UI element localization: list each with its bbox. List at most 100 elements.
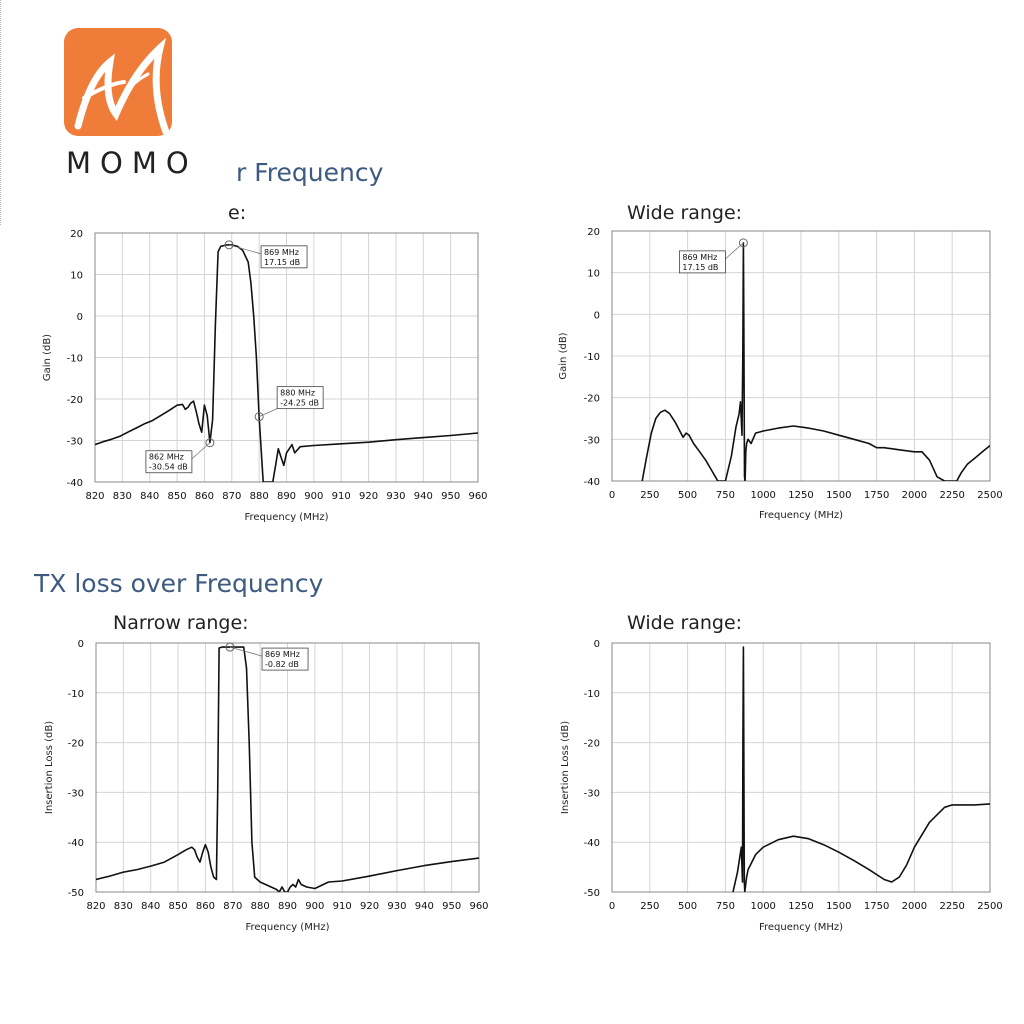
y-tick-label: 0	[594, 310, 600, 321]
marker-leader-line	[229, 646, 263, 657]
y-axis-title: Insertion Loss (dB)	[44, 721, 55, 814]
momo-logo-icon	[64, 28, 172, 136]
x-tick-label: 920	[359, 491, 378, 502]
y-tick-label: -20	[68, 739, 84, 750]
loss-narrow-chart: 820 830 840 850 860 870 880 890 900 910 920 930 940 9…	[44, 639, 489, 933]
y-tick-label: -50	[68, 888, 84, 899]
y-tick-label: -30	[584, 435, 600, 446]
tx-loss-narrow-range-label: Narrow range:	[113, 612, 249, 634]
m-letter-icon	[74, 37, 170, 136]
x-tick-label: 2250	[939, 901, 964, 912]
y-tick-label: 0	[594, 639, 600, 650]
x-tick-label: 1000	[750, 901, 775, 912]
y-axis-title: Gain (dB)	[42, 334, 53, 381]
x-tick-label: 960	[468, 491, 487, 502]
marker-label-box	[261, 647, 309, 671]
y-tick-label: -10	[584, 689, 600, 700]
y-tick-label: -30	[67, 437, 83, 448]
plot-frame	[611, 230, 991, 482]
gain-narrow-chart: 820 830 840 850 860 870 880 890 900 910 920 930 940 9…	[42, 229, 488, 523]
x-tick-label: 860	[196, 901, 215, 912]
series-line	[96, 646, 479, 892]
marker-frequency-label: 869 MHz	[264, 248, 299, 257]
x-tick-label: 920	[360, 901, 379, 912]
x-tick-label: 1250	[788, 490, 813, 501]
x-tick-label: 1000	[750, 490, 775, 501]
x-tick-label: 250	[640, 490, 659, 501]
x-tick-label: 820	[85, 491, 104, 502]
x-tick-label: 820	[86, 901, 105, 912]
y-tick-label: -10	[584, 352, 600, 363]
y-tick-label: 0	[78, 639, 84, 650]
x-tick-label: 2500	[977, 490, 1002, 501]
x-tick-label: 910	[333, 901, 352, 912]
x-tick-label: 840	[140, 491, 159, 502]
y-tick-label: -20	[584, 394, 600, 405]
x-tick-label: 1750	[864, 490, 889, 501]
x-tick-label: 2000	[902, 490, 927, 501]
x-tick-label: 250	[640, 901, 659, 912]
x-tick-label: 860	[195, 491, 214, 502]
y-tick-label: -30	[68, 788, 84, 799]
x-tick-label: 930	[387, 901, 406, 912]
x-tick-label: 870	[222, 491, 241, 502]
x-tick-label: 0	[609, 901, 615, 912]
x-tick-label: 890	[278, 901, 297, 912]
x-tick-label: 500	[678, 901, 697, 912]
marker-frequency-label: 869 MHz	[265, 650, 300, 659]
x-tick-label: 840	[141, 901, 160, 912]
y-tick-label: -50	[584, 888, 600, 899]
brand-name: MOMO	[66, 146, 198, 180]
marker-frequency-label: 862 MHz	[149, 453, 184, 462]
x-tick-label: 870	[223, 901, 242, 912]
x-tick-label: 1250	[788, 901, 813, 912]
marker-value-label: 17.15 dB	[682, 263, 718, 272]
marker-value-label: -0.82 dB	[265, 660, 299, 669]
gain-narrow-range-label: e:	[228, 202, 247, 224]
x-tick-label: 2000	[902, 901, 927, 912]
series-line	[641, 242, 990, 481]
margin-dotted-line	[0, 0, 2, 225]
marker-leader-line	[228, 244, 262, 255]
y-tick-label: -20	[584, 739, 600, 750]
marker-value-label: -24.25 dB	[280, 399, 319, 408]
marker-circle	[738, 238, 748, 248]
marker-value-label: 17.15 dB	[264, 258, 300, 267]
y-tick-label: -40	[584, 838, 600, 849]
plot-frame	[94, 232, 479, 483]
marker-value-label: -30.54 dB	[149, 463, 188, 472]
loss-wide-chart: 0 250 500 750 1000 1250 1500 1750 2000 2250 25000-…	[560, 639, 1003, 933]
x-tick-label: 0	[609, 490, 615, 501]
gain-section-title: r Frequency	[236, 158, 384, 187]
marker-leader-line	[191, 442, 211, 460]
x-tick-label: 2250	[939, 490, 964, 501]
x-tick-label: 900	[304, 491, 323, 502]
x-tick-label: 910	[332, 491, 351, 502]
y-tick-label: -40	[584, 477, 600, 488]
x-tick-label: 500	[678, 490, 697, 501]
x-tick-label: 950	[441, 491, 460, 502]
marker-circle	[224, 240, 234, 250]
y-tick-label: -30	[584, 788, 600, 799]
marker-circle	[205, 438, 215, 448]
y-tick-label: 10	[587, 269, 600, 280]
marker-circle	[225, 642, 235, 652]
marker-frequency-label: 869 MHz	[682, 253, 717, 262]
x-axis-title: Frequency (MHz)	[244, 512, 328, 523]
marker-circle	[254, 412, 264, 422]
x-tick-label: 830	[113, 491, 132, 502]
x-tick-label: 900	[305, 901, 324, 912]
y-tick-label: -40	[67, 478, 83, 489]
x-tick-label: 1500	[826, 490, 851, 501]
x-tick-label: 2500	[977, 901, 1002, 912]
x-tick-label: 950	[442, 901, 461, 912]
gain-wide-chart: 0 250 500 750 1000 1250 1500 1750 2000 2250 2500 20…	[558, 227, 1003, 521]
marker-label-box	[276, 386, 324, 410]
x-tick-label: 750	[716, 901, 735, 912]
x-tick-label: 880	[250, 491, 269, 502]
y-tick-label: 0	[77, 312, 83, 323]
marker-label-box	[678, 250, 726, 274]
x-tick-label: 850	[168, 491, 187, 502]
marker-label-box	[145, 450, 193, 474]
